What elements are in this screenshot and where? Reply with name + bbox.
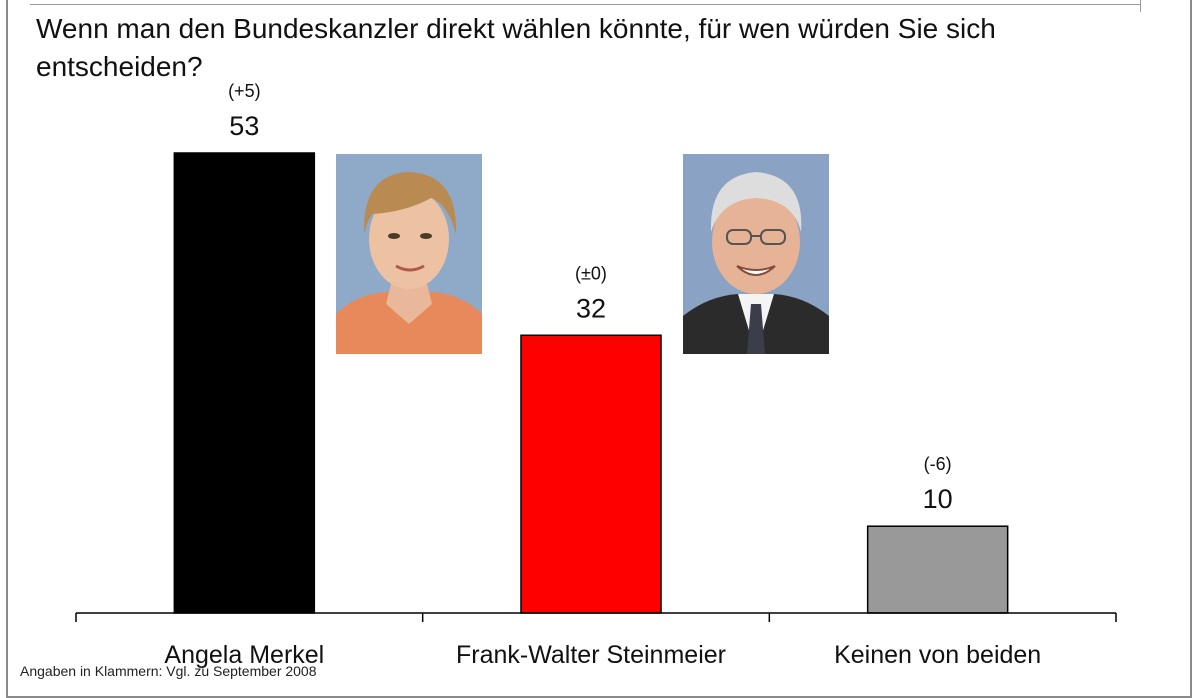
change-label-2: (-6) bbox=[924, 454, 952, 474]
photo-frank-walter-steinmeier bbox=[683, 154, 829, 354]
chart-question: Wenn man den Bundeskanzler direkt wählen… bbox=[36, 13, 996, 82]
photo-angela-merkel bbox=[336, 154, 482, 354]
value-label-2: 10 bbox=[923, 484, 953, 514]
top-divider-tick bbox=[1140, 0, 1141, 12]
value-label-1: 32 bbox=[576, 293, 606, 323]
category-label-0: Angela Merkel bbox=[164, 641, 324, 669]
bar-0 bbox=[173, 152, 316, 614]
change-label-1: (±0) bbox=[575, 263, 607, 283]
value-label-0: 53 bbox=[229, 111, 259, 141]
chart-footnote: Angaben in Klammern: Vgl. zu September 2… bbox=[20, 663, 317, 679]
bar-chart: 53 (+5) Angela Merkel 32 (±0) Frank-Walter St… bbox=[75, 81, 1117, 669]
bar-2 bbox=[866, 525, 1009, 614]
bar-1 bbox=[520, 334, 662, 614]
category-label-2: Keinen von beiden bbox=[834, 641, 1041, 669]
change-label-0: (+5) bbox=[228, 81, 261, 101]
category-label-1: Frank-Walter Steinmeier bbox=[456, 641, 726, 669]
top-divider bbox=[30, 4, 1140, 5]
